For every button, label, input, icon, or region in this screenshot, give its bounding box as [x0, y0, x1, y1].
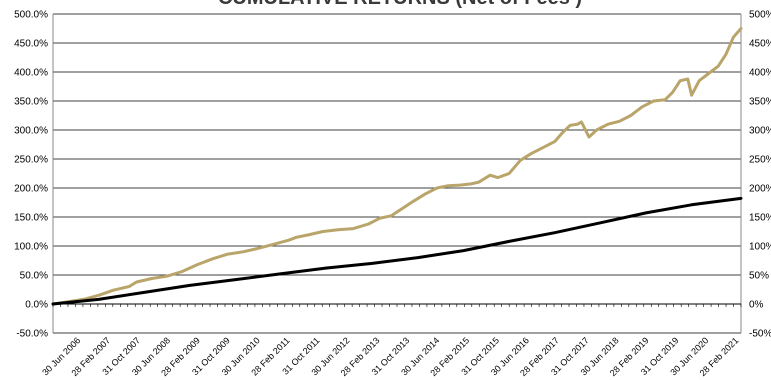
left-tick-label: 350.0% — [14, 97, 48, 108]
left-tick-label: -50.0% — [16, 329, 48, 340]
right-tick-label: 50% — [749, 271, 769, 282]
right-tick-label: 150% — [749, 213, 771, 224]
series-line-1 — [51, 27, 743, 306]
left-tick-label: 500.0% — [14, 10, 48, 21]
gridlines — [53, 13, 741, 334]
series-lines — [51, 27, 743, 306]
right-tick-label: 200% — [749, 184, 771, 195]
right-tick-label: 300% — [749, 126, 771, 137]
left-tick-label: 200.0% — [14, 184, 48, 195]
right-tick-label: 350% — [749, 97, 771, 108]
right-y-axis: -50% 0% 50% 100% 150% 200% 250% 300% 350% 400% 450… — [740, 10, 771, 340]
right-tick-label: -50% — [749, 329, 771, 340]
right-tick-label: 500% — [749, 10, 771, 21]
right-tick-label: 100% — [749, 242, 771, 253]
chart-title: CUMULATIVE RETURNS (Net of Fees ) — [218, 0, 582, 9]
left-tick-label: 450.0% — [14, 39, 48, 50]
left-tick-label: 50.0% — [20, 271, 48, 282]
right-tick-label: 400% — [749, 68, 771, 79]
right-tick-label: 250% — [749, 155, 771, 166]
series-line-2 — [51, 196, 743, 306]
left-y-axis: -50.0% 0.0% 50.0% 100.0% 150.0% 200.0% 250.0% 3… — [14, 10, 54, 340]
left-tick-label: 400.0% — [14, 68, 48, 79]
left-tick-label: 250.0% — [14, 155, 48, 166]
left-tick-label: 100.0% — [14, 242, 48, 253]
left-tick-label: 300.0% — [14, 126, 48, 137]
left-tick-label: 0.0% — [25, 300, 48, 311]
left-tick-label: 150.0% — [14, 213, 48, 224]
right-tick-label: 0% — [749, 300, 764, 311]
right-tick-label: 450% — [749, 39, 771, 50]
